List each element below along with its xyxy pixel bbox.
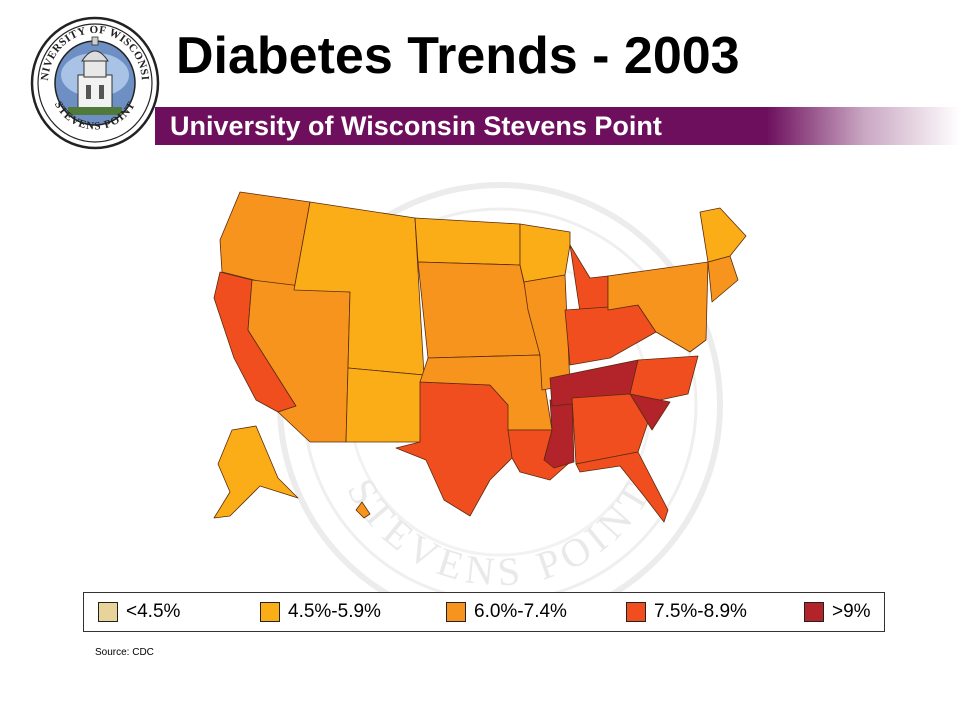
legend-label: 4.5%-5.9% [288,601,381,622]
legend-label: <4.5% [126,601,181,622]
university-seal-logo: UNIVERSITY OF WISCONSIN STEVENS POINT [30,15,160,150]
source-note: Source: CDC [95,647,154,658]
region-upper-midwest [519,223,571,283]
legend-swatch [804,602,824,622]
region-iowa-missouri-illinois [523,274,571,391]
region-mid-atlantic [607,261,709,353]
legend-swatch [626,602,646,622]
subtitle-banner [155,107,960,145]
us-diabetes-map [213,191,747,523]
region-maine-nh-vt [699,207,747,263]
region-northern-plains [414,217,521,266]
region-central-plains [417,261,541,359]
legend-swatch [98,602,118,622]
region-hawaii [355,501,371,519]
legend-swatch [446,602,466,622]
region-new-mexico [345,367,425,443]
region-north-carolina [629,355,699,401]
legend-swatch [260,602,280,622]
region-michigan [569,244,609,313]
map-legend: <4.5% 4.5%-5.9% 6.0%-7.4% 7.5%-8.9% >9% [83,592,885,632]
legend-label: 7.5%-8.9% [654,601,747,622]
legend-label: 6.0%-7.4% [474,601,567,622]
legend-label: >9% [832,601,871,622]
page-title: Diabetes Trends - 2003 [176,27,740,85]
region-ohio-valley [564,304,657,366]
region-florida [575,451,669,523]
region-northeast [707,255,739,303]
region-alaska [213,425,299,519]
region-alabama-georgia [571,393,651,465]
page-subtitle: University of Wisconsin Stevens Point [170,111,662,141]
